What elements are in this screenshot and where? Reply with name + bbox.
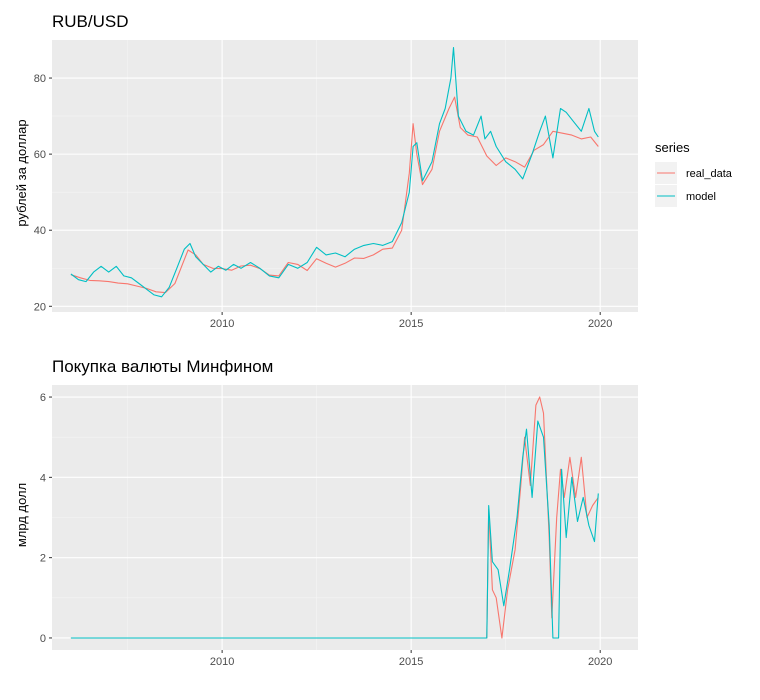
- legend-title: series: [655, 140, 690, 155]
- y-axis-title: млрд долл: [14, 483, 29, 547]
- y-tick-label: 60: [34, 149, 46, 161]
- series-line-real-data: [70, 396, 599, 639]
- x-tick-label: 2010: [210, 656, 234, 668]
- series-line-model: [70, 420, 599, 639]
- y-tick-label: 4: [40, 472, 46, 484]
- legend: series real_data model: [655, 140, 733, 207]
- x-tick-label: 2010: [210, 318, 234, 330]
- grid-lines: [52, 40, 638, 312]
- chart-title: RUB/USD: [52, 12, 129, 31]
- axis-ticks: 2010 2015 2020 0 2 4 6: [40, 392, 613, 668]
- series-line-model: [70, 47, 599, 298]
- series-lines: [70, 47, 599, 298]
- x-tick-label: 2020: [588, 656, 612, 668]
- x-tick-label: 2015: [399, 318, 423, 330]
- y-tick-label: 80: [34, 73, 46, 85]
- plot-background: [52, 40, 638, 312]
- legend-label-real-data: real_data: [686, 168, 733, 180]
- y-axis-title: рублей за доллар: [14, 119, 29, 226]
- legend-label-model: model: [686, 191, 716, 203]
- y-tick-label: 6: [40, 392, 46, 404]
- series-lines: [70, 396, 599, 639]
- chart-title: Покупка валюты Минфином: [52, 357, 273, 376]
- y-tick-label: 0: [40, 633, 46, 645]
- y-tick-label: 20: [34, 301, 46, 313]
- x-tick-label: 2015: [399, 656, 423, 668]
- minfin-panel: 2010 2015 2020 0 2 4 6 Покупка валюты Минфином…: [14, 357, 638, 668]
- x-tick-label: 2020: [588, 318, 612, 330]
- y-tick-label: 40: [34, 225, 46, 237]
- y-tick-label: 2: [40, 553, 46, 565]
